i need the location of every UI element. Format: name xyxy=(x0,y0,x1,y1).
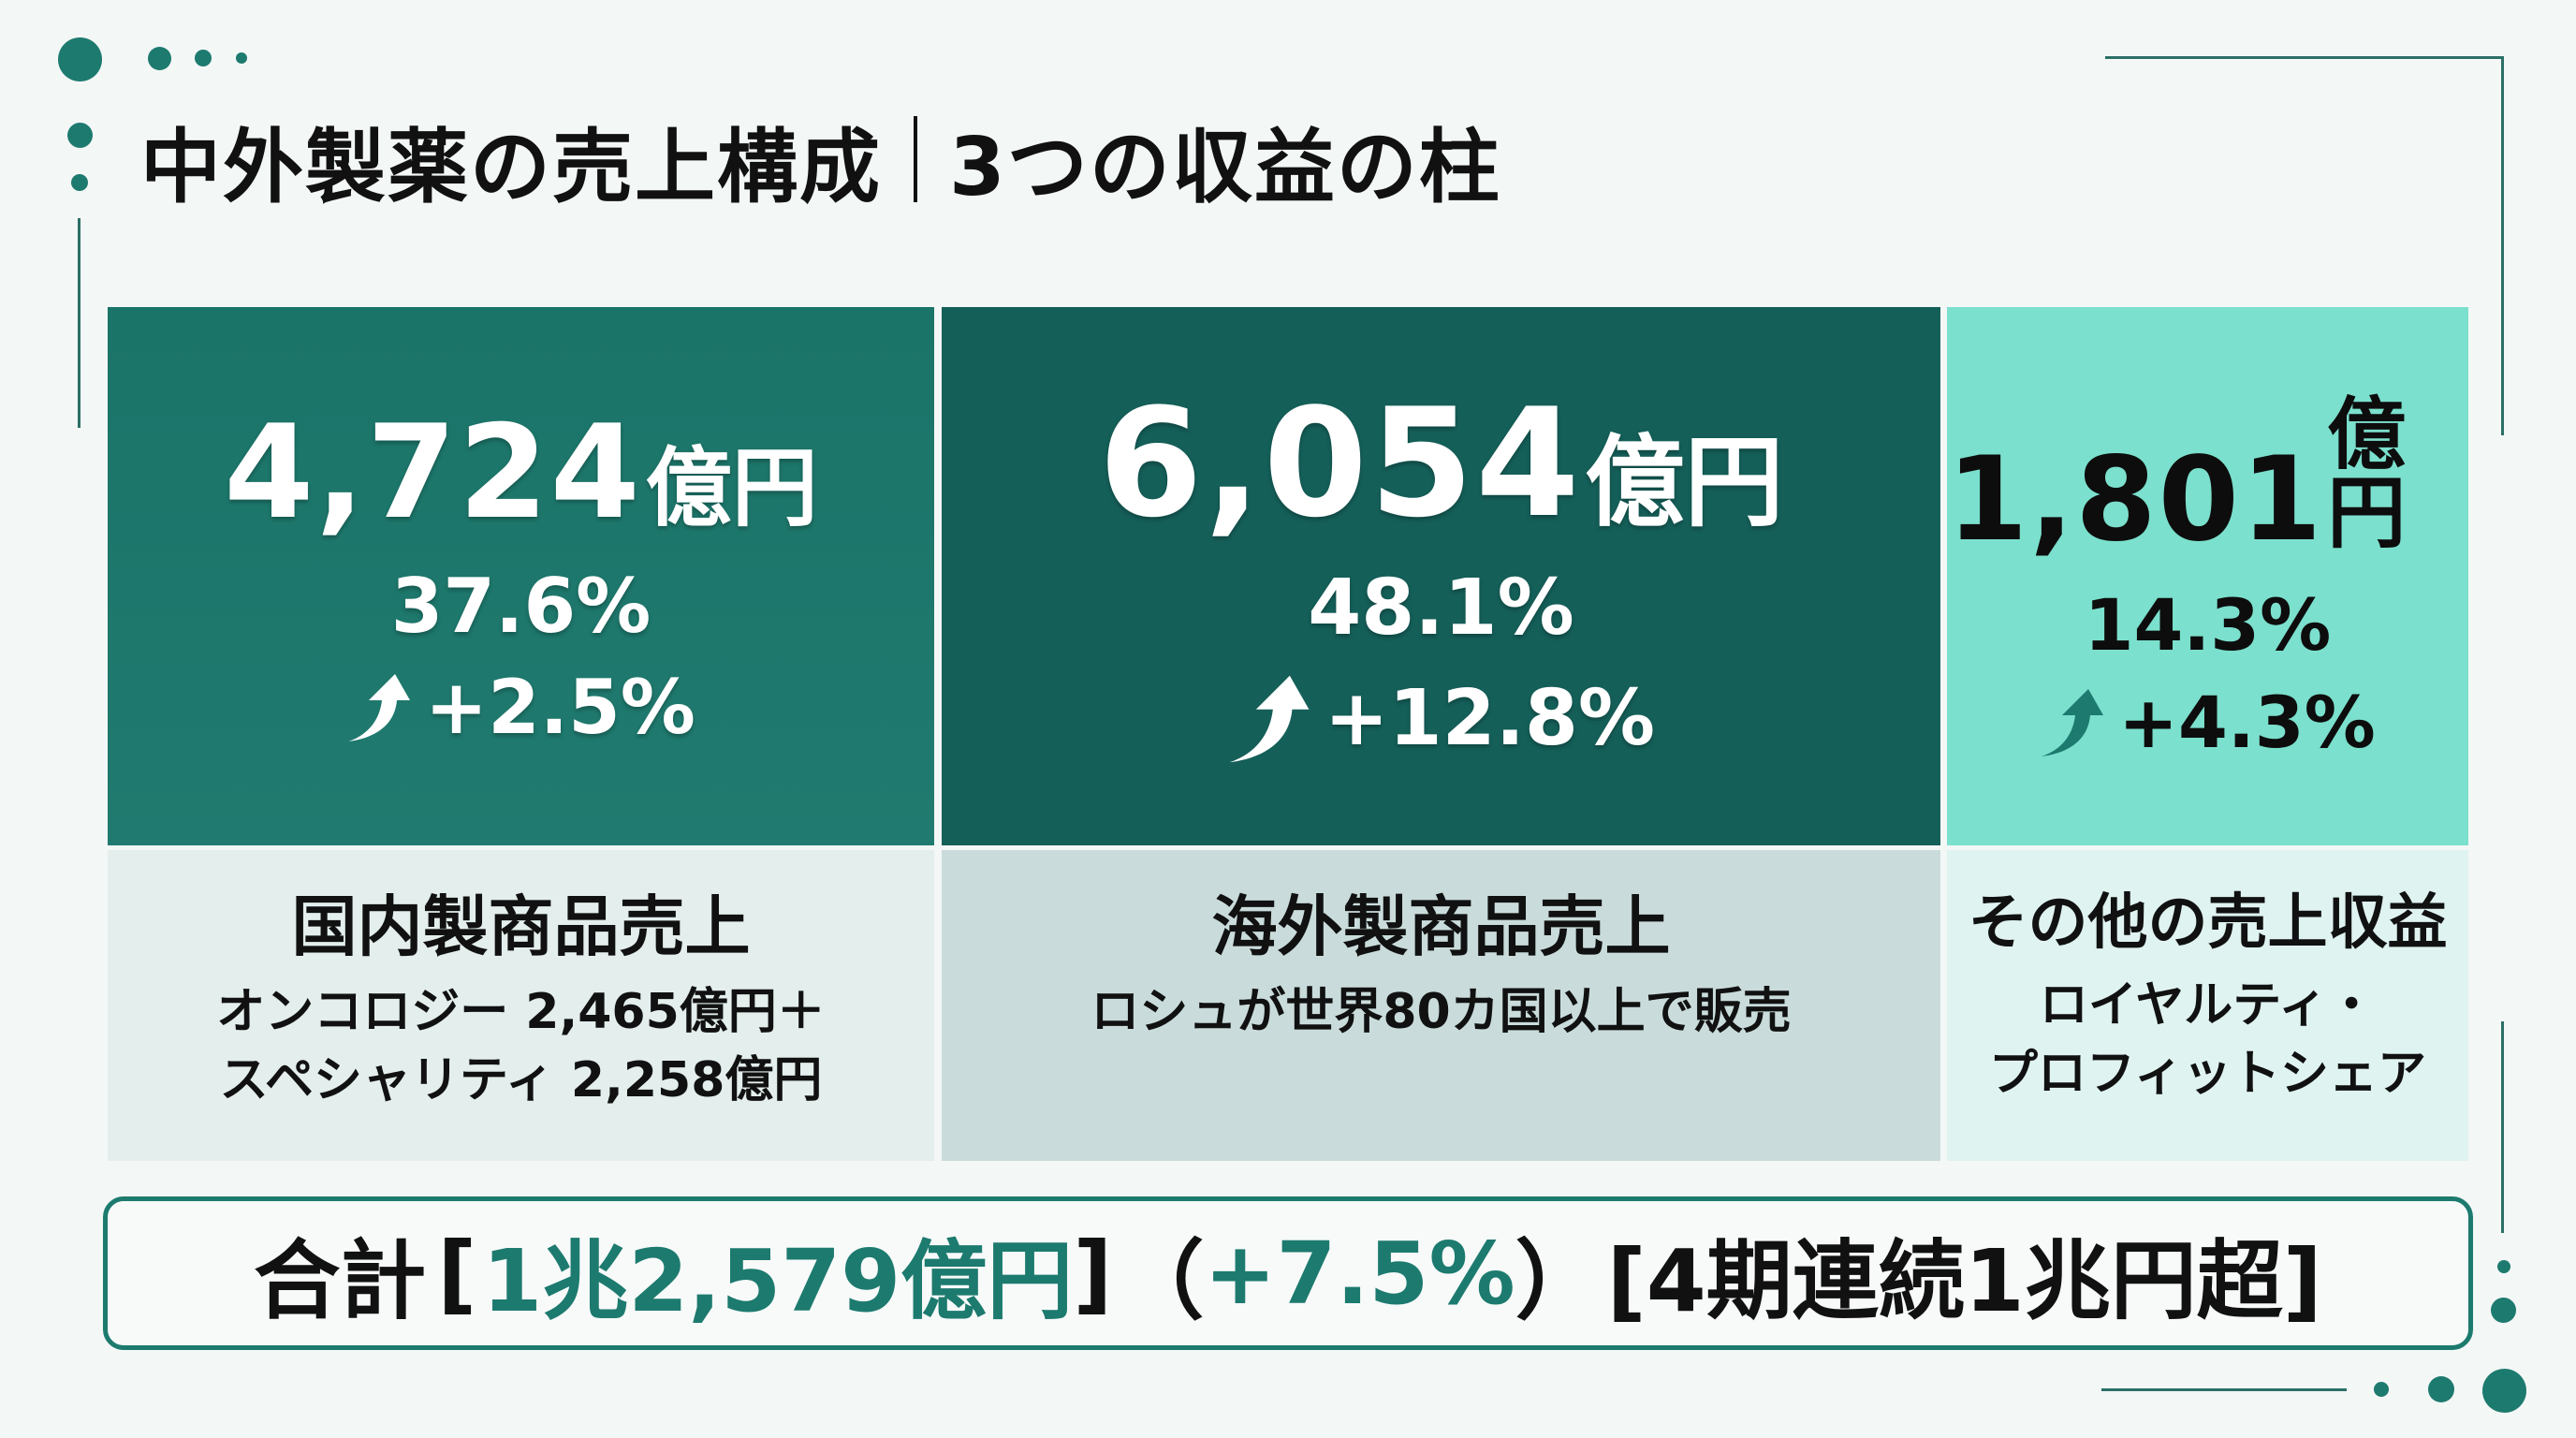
decor-dot xyxy=(2497,1260,2510,1273)
decor-line-top-right xyxy=(2105,56,2504,59)
amount-unit: 億円 xyxy=(645,437,818,538)
decor-dot xyxy=(236,52,247,64)
share-percent: 48.1% xyxy=(1308,563,1574,653)
card-label-area: 海外製商品売上 ロシュが世界80カ国以上で販売 xyxy=(942,850,1940,1161)
card-description: ロシュが世界80カ国以上で販売 xyxy=(1090,978,1791,1048)
decor-line-top-right-vertical xyxy=(2501,56,2504,435)
decor-dot xyxy=(71,174,88,191)
amount: 6,054 億円 xyxy=(1098,374,1784,550)
card-metrics: 6,054 億円 48.1% +12.8% xyxy=(942,307,1940,845)
card-metrics: 1,801 億円 14.3% +4.3% xyxy=(1947,307,2468,845)
card-description: ロイヤルティ・ プロフィットシェア xyxy=(1989,972,2426,1110)
desc-line: スペシャリティ 2,258億円 xyxy=(219,1052,823,1109)
desc-line: ロイヤルティ・ xyxy=(2039,976,2377,1034)
desc-line: ロシュが世界80カ国以上で販売 xyxy=(1090,983,1792,1040)
page-title: 中外製薬の売上構成 3つの収益の柱 xyxy=(140,103,1501,215)
decor-line-left xyxy=(78,218,80,428)
desc-line: プロフィットシェア xyxy=(1989,1046,2426,1103)
decor-line-right xyxy=(2501,1021,2504,1233)
decor-dot-large-top-left xyxy=(58,37,102,81)
amount-unit: 億円 xyxy=(2327,388,2407,559)
share-percent: 37.6% xyxy=(390,562,651,650)
growth-value: +12.8% xyxy=(1324,673,1656,763)
bracket-open: [ xyxy=(437,1223,477,1324)
paren-open: （ xyxy=(1118,1230,1205,1331)
total-summary-box: 合計 [ 1兆2,579億円 ] （ +7.5% ） [4期連続1兆円超] xyxy=(103,1196,2473,1350)
amount-unit: 億円 xyxy=(1585,424,1784,540)
bracket-close: ] xyxy=(1073,1223,1113,1324)
share-percent: 14.3% xyxy=(2084,582,2332,667)
title-main: 中外製薬の売上構成 xyxy=(140,120,882,214)
title-sub: 3つの収益の柱 xyxy=(949,120,1501,214)
decor-dot xyxy=(2491,1298,2516,1323)
card-label-area: その他の売上収益 ロイヤルティ・ プロフィットシェア xyxy=(1947,850,2468,1161)
title-separator xyxy=(914,116,917,202)
revenue-card-overseas: 6,054 億円 48.1% +12.8% 海外製商品売上 ロシュが世界80カ国… xyxy=(942,307,1940,1161)
amount: 4,724 億円 xyxy=(224,396,818,548)
amount: 1,801 億円 xyxy=(1947,395,2468,558)
decor-dot xyxy=(148,47,171,70)
decor-dot-large-bottom-right xyxy=(2482,1369,2526,1413)
card-label: 国内製商品売上 xyxy=(291,888,751,965)
decor-line-bottom xyxy=(2101,1388,2347,1391)
paren-close: ） xyxy=(1515,1230,1602,1331)
card-metrics: 4,724 億円 37.6% +2.5% xyxy=(108,307,934,845)
growth: +2.5% xyxy=(346,663,695,751)
arrow-up-right-icon xyxy=(1229,675,1310,762)
growth: +12.8% xyxy=(1227,673,1655,765)
total-amount: 1兆2,579億円 xyxy=(482,1230,1074,1331)
total-note: [4期連続1兆円超] xyxy=(1606,1230,2322,1331)
card-label-area: 国内製商品売上 オンコロジー 2,465億円＋ スペシャリティ 2,258億円 xyxy=(108,850,934,1161)
card-description: オンコロジー 2,465億円＋ スペシャリティ 2,258億円 xyxy=(216,978,826,1117)
decor-dot xyxy=(2374,1382,2389,1397)
revenue-card-other: 1,801 億円 14.3% +4.3% その他の売上収益 ロイヤルティ・ プロ… xyxy=(1947,307,2468,1161)
growth-value: +4.3% xyxy=(2118,680,2376,764)
total-label: 合計 xyxy=(254,1230,427,1331)
card-label: その他の売上収益 xyxy=(1968,888,2448,958)
desc-line: オンコロジー 2,465億円＋ xyxy=(216,983,826,1040)
arrow-up-right-icon xyxy=(348,673,411,741)
card-label: 海外製商品売上 xyxy=(1211,888,1671,965)
revenue-card-domestic: 4,724 億円 37.6% +2.5% 国内製商品売上 オンコロジー 2,46… xyxy=(108,307,934,1161)
growth-value: +2.5% xyxy=(425,663,695,751)
amount-value: 4,724 xyxy=(224,396,642,548)
amount-value: 6,054 xyxy=(1098,374,1582,550)
growth: +4.3% xyxy=(2040,680,2376,764)
decor-dot xyxy=(195,50,212,66)
total-growth: +7.5% xyxy=(1204,1223,1515,1324)
arrow-up-right-icon xyxy=(2042,688,2104,756)
decor-dot xyxy=(67,123,93,148)
decor-dot xyxy=(2428,1376,2454,1402)
amount-value: 1,801 xyxy=(1947,432,2324,567)
